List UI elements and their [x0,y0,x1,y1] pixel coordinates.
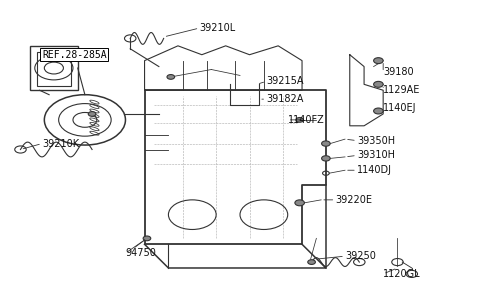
Circle shape [373,58,383,64]
Text: 39310H: 39310H [357,150,395,161]
Text: 39250: 39250 [345,251,376,261]
Bar [37,52,71,86]
Polygon shape [144,90,326,244]
Text: 1140DJ: 1140DJ [357,165,392,175]
Text: 39220E: 39220E [336,195,372,205]
Circle shape [167,74,175,79]
Polygon shape [144,244,326,268]
Circle shape [143,236,151,241]
Circle shape [322,141,330,146]
Circle shape [308,260,315,264]
Text: 94750: 94750 [125,248,156,258]
Text: 39180: 39180 [383,68,414,77]
Text: 1140EJ: 1140EJ [383,103,417,113]
Text: 1129AE: 1129AE [383,85,420,95]
Text: 1140FZ: 1140FZ [288,115,324,125]
Text: REF.28-285A: REF.28-285A [42,50,107,60]
Text: 39182A: 39182A [266,94,304,104]
Text: 39210L: 39210L [199,23,236,33]
Text: 39215A: 39215A [266,76,304,86]
Circle shape [373,81,383,87]
Circle shape [322,156,330,161]
Text: 1120GL: 1120GL [383,269,421,279]
Circle shape [373,108,383,114]
Circle shape [296,118,303,122]
Text: 39210K: 39210K [42,138,79,149]
Bar [30,46,78,90]
Text: 39350H: 39350H [357,136,395,146]
Circle shape [88,112,96,116]
Circle shape [295,200,304,206]
